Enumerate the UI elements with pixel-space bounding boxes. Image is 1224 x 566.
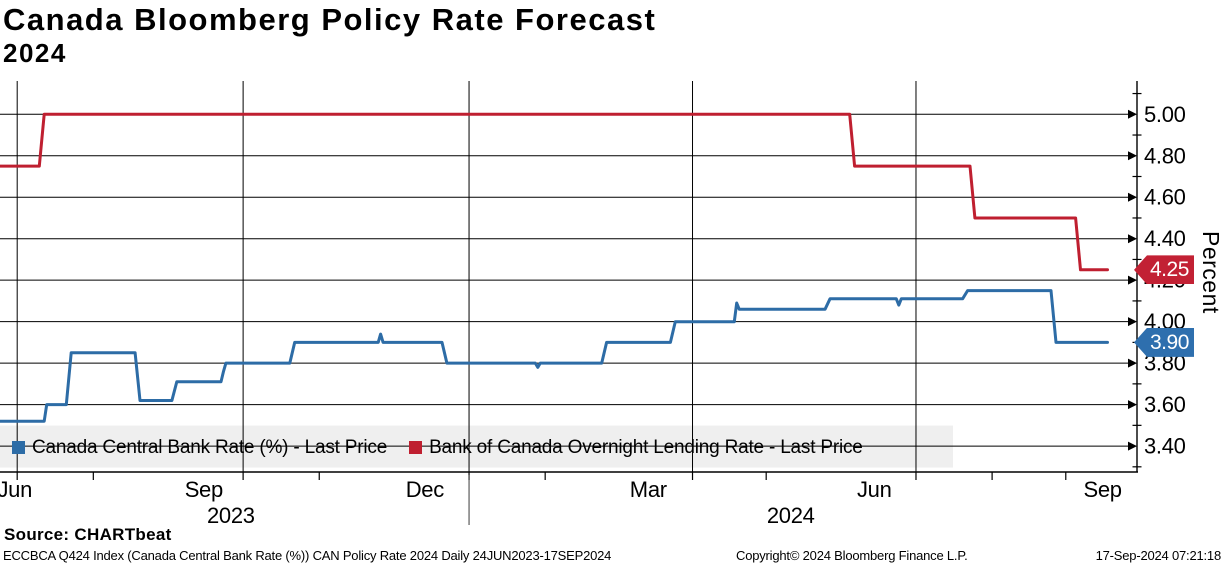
- y-axis-label: 5.00: [1144, 102, 1186, 127]
- y-axis-title: Percent: [1198, 231, 1224, 314]
- footer-timestamp: 17-Sep-2024 07:21:18: [1095, 548, 1222, 563]
- y-axis-label: 4.80: [1144, 143, 1186, 168]
- legend-swatch-red: [409, 441, 423, 454]
- y-tick-arrow-icon: [1128, 441, 1137, 451]
- y-tick-arrow-icon: [1128, 151, 1137, 161]
- y-tick-arrow-icon: [1128, 358, 1137, 368]
- y-tick-arrow-icon: [1128, 192, 1137, 202]
- series-line-boc-overnight-lending-rate[interactable]: [0, 112, 1109, 272]
- y-tick-arrow-icon: [1128, 234, 1137, 244]
- y-axis-label: 4.60: [1144, 185, 1186, 210]
- y-axis-label: 3.60: [1144, 392, 1186, 417]
- y-tick-arrow-icon: [1128, 317, 1137, 327]
- legend: Canada Central Bank Rate (%) - Last Pric…: [0, 427, 953, 468]
- y-tick-arrow-icon: [1128, 109, 1137, 119]
- source-line: Source: CHARTbeat: [4, 525, 172, 544]
- x-axis-label: Dec: [406, 477, 445, 502]
- x-axis-label: Jun: [0, 477, 32, 502]
- legend-item-central-bank-rate[interactable]: Canada Central Bank Rate (%) - Last Pric…: [12, 437, 387, 459]
- y-axis-label: 3.40: [1144, 434, 1186, 459]
- x-axis-label: Mar: [630, 477, 667, 502]
- x-axis-label: Sep: [1083, 477, 1121, 502]
- x-axis-year-label: 2023: [207, 503, 255, 528]
- y-tick-arrow-icon: [1128, 400, 1137, 410]
- last-price-badge-red: 4.25: [1134, 255, 1194, 285]
- chart-title: Canada Bloomberg Policy Rate Forecast: [3, 2, 657, 37]
- title-block: Canada Bloomberg Policy Rate Forecast 20…: [3, 2, 656, 68]
- plot-svg[interactable]: 5.004.804.604.404.204.003.803.603.40JunS…: [0, 78, 1224, 558]
- footer-ticker-info: ECCBCA Q424 Index (Canada Central Bank R…: [3, 548, 612, 563]
- last-price-badge-blue: 3.90: [1134, 327, 1194, 357]
- x-axis-label: Jun: [857, 477, 892, 502]
- chart-subtitle: 2024: [3, 38, 67, 68]
- legend-label: Canada Central Bank Rate (%) - Last Pric…: [32, 436, 388, 458]
- x-axis-label: Sep: [185, 477, 223, 502]
- y-axis-label: 4.40: [1144, 226, 1186, 251]
- legend-label: Bank of Canada Overnight Lending Rate - …: [429, 436, 863, 458]
- legend-swatch-blue: [12, 441, 25, 454]
- x-axis-year-label: 2024: [767, 503, 815, 528]
- footer-copyright: Copyright© 2024 Bloomberg Finance L.P.: [736, 548, 968, 563]
- series-line-canada-central-bank-rate[interactable]: [0, 289, 1109, 423]
- y-tick-arrow-icon: [1128, 275, 1137, 285]
- legend-item-overnight-rate[interactable]: Bank of Canada Overnight Lending Rate - …: [409, 437, 863, 459]
